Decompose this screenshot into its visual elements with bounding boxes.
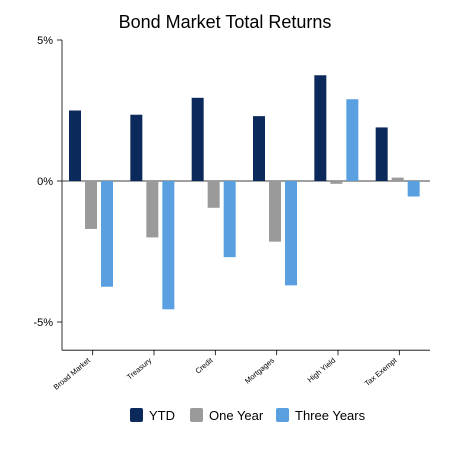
legend-label: One Year	[209, 408, 264, 423]
bar-three-years	[162, 181, 175, 310]
legend-swatch-one-year	[190, 408, 203, 422]
x-tick-label: Tax Exempt	[363, 355, 400, 388]
x-tick-label: Broad Market	[52, 355, 93, 391]
legend-label: YTD	[149, 408, 175, 423]
bar-one-year	[146, 181, 159, 238]
bar-ytd	[191, 97, 204, 181]
bar-three-years	[223, 181, 236, 258]
bar-ytd	[130, 114, 143, 181]
x-tick-label: Mortgages	[243, 356, 276, 386]
x-tick-label: Treasury	[125, 356, 153, 382]
bar-ytd	[314, 75, 327, 181]
bar-three-years	[285, 181, 297, 286]
legend-label: Three Years	[295, 408, 366, 423]
legend: YTD One Year Three Years	[130, 408, 366, 423]
y-tick-label: 0%	[37, 176, 53, 188]
legend-swatch-ytd	[130, 408, 143, 422]
bar-three-years	[407, 181, 420, 197]
bar-ytd	[69, 110, 81, 181]
bar-one-year	[269, 181, 281, 242]
axes	[57, 39, 430, 356]
x-tick-label: Credit	[194, 355, 216, 375]
bar-one-year	[391, 177, 404, 181]
legend-swatch-three-years	[276, 408, 289, 422]
bar-one-year	[207, 181, 220, 208]
bar-ytd	[253, 116, 265, 181]
y-tick-label: 5%	[37, 35, 53, 47]
y-tick-label: -5%	[33, 317, 53, 329]
chart-title: Bond Market Total Returns	[119, 12, 332, 32]
bar-one-year	[85, 181, 97, 229]
bar-three-years	[101, 181, 113, 287]
bars	[69, 75, 420, 310]
bar-three-years	[346, 99, 359, 181]
x-tick-label: High Yield	[306, 356, 338, 385]
bar-ytd	[375, 127, 388, 181]
bar-one-year	[330, 181, 343, 184]
